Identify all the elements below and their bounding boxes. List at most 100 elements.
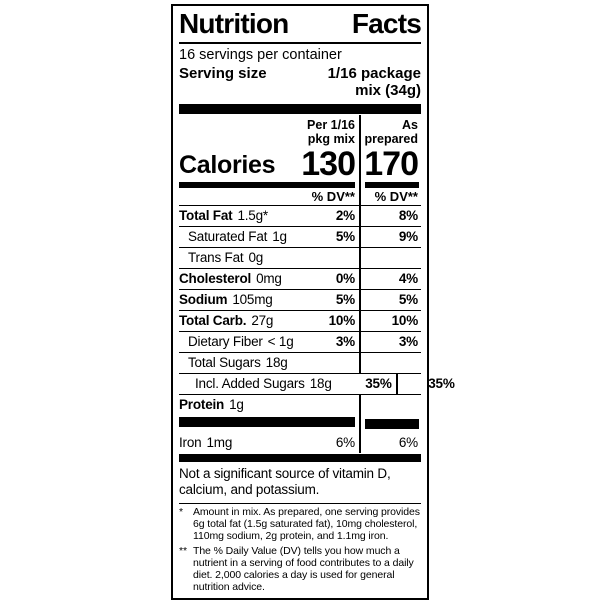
nutrient-amount: 1g xyxy=(229,396,244,412)
row-total-fat: Total Fat 1.5g* 2% 8% xyxy=(179,204,421,226)
bar-segment-left xyxy=(179,416,355,427)
footnote-daily-value: ** The % Daily Value (DV) tells you how … xyxy=(179,543,421,594)
column-as-prepared: As prepared 170 xyxy=(359,115,421,184)
nutrient-name: Dietary Fiber xyxy=(188,333,263,349)
bar-segment-right xyxy=(365,181,419,188)
nutrient-amount: 105mg xyxy=(232,291,273,307)
dv-as-prepared xyxy=(359,352,421,373)
dv-as-prepared xyxy=(359,247,421,268)
bar-segment-right xyxy=(365,418,419,429)
nutrient-amount: 18g xyxy=(309,375,332,391)
servings-per-container: 16 servings per container xyxy=(179,46,342,63)
footnote-marker: ** xyxy=(179,544,187,557)
col2-header-line1: As xyxy=(402,118,418,133)
dv-as-prepared: 6% xyxy=(359,432,421,453)
dv-per-pkg: 2% xyxy=(335,207,355,223)
dv-header-col1: % DV** xyxy=(311,188,355,204)
bar-segment-right-wrap xyxy=(359,414,421,433)
serving-size-value-line2: mix (34g) xyxy=(355,82,421,100)
serving-size-row: Serving size 1/16 package mix (34g) xyxy=(179,64,421,103)
dv-as-prepared: 8% xyxy=(359,205,421,226)
nutrient-amount: < 1g xyxy=(267,333,294,349)
nutrient-amount: 1g xyxy=(272,228,287,244)
title-word-nutrition: Nutrition xyxy=(179,8,289,39)
row-sodium: Sodium 105mg 5% 5% xyxy=(179,288,421,310)
nutrient-amount: 0mg xyxy=(256,270,282,286)
row-iron: Iron 1mg 6% 6% xyxy=(179,432,421,453)
dv-per-pkg: 5% xyxy=(335,228,355,244)
dv-as-prepared: 35% xyxy=(395,373,458,394)
column-as-prepared-header: As prepared xyxy=(361,115,419,147)
dv-as-prepared: 3% xyxy=(359,331,421,352)
footnote-amount-in-mix: * Amount in mix. As prepared, one servin… xyxy=(179,504,421,543)
dv-per-pkg: 35% xyxy=(365,375,392,391)
calories-block: Calories Per 1/16 pkg mix 130 As prepare… xyxy=(179,115,421,184)
nutrient-amount: 27g xyxy=(251,312,274,328)
col2-header-line2: prepared xyxy=(364,132,419,147)
dv-as-prepared: 4% xyxy=(359,268,421,289)
dv-as-prepared xyxy=(359,394,421,415)
dv-per-pkg: 0% xyxy=(335,270,355,286)
nutrient-name: Saturated Fat xyxy=(188,228,268,244)
footnote-text: Amount in mix. As prepared, one serving … xyxy=(193,505,420,543)
row-cholesterol: Cholesterol 0mg 0% 4% xyxy=(179,267,421,289)
row-saturated-fat: Saturated Fat 1g 5% 9% xyxy=(179,225,421,247)
nutrient-name: Total Sugars xyxy=(188,354,261,370)
label-title: Nutrition Facts xyxy=(179,8,422,44)
nutrition-facts-label: Nutrition Facts 16 servings per containe… xyxy=(171,4,455,600)
nutrient-amount: 0g xyxy=(248,249,264,265)
dv-per-pkg: 10% xyxy=(328,312,356,328)
col1-header-line1: Per 1/16 xyxy=(307,118,355,133)
row-dietary-fiber: Dietary Fiber < 1g 3% 3% xyxy=(179,330,421,352)
separator-bar-above-iron xyxy=(179,414,421,433)
dv-header-spacer xyxy=(179,189,295,205)
dv-as-prepared: 9% xyxy=(359,226,421,247)
column-per-pkg: Per 1/16 pkg mix 130 xyxy=(295,115,359,184)
separator-bar-thick-top xyxy=(179,104,421,115)
row-trans-fat: Trans Fat 0g xyxy=(179,246,421,268)
footnote-divider xyxy=(179,502,421,504)
daily-value-header-row: % DV** % DV** xyxy=(179,188,421,205)
dv-per-pkg: 6% xyxy=(335,434,355,450)
dv-per-pkg xyxy=(295,248,359,268)
nutrient-amount: 1mg xyxy=(206,434,233,450)
bar-segment-right-wrap xyxy=(359,180,421,189)
nutrient-name: Sodium xyxy=(179,291,228,307)
nutrient-name: Total Fat xyxy=(179,207,233,223)
not-significant-note: Not a significant source of vitamin D, c… xyxy=(179,465,391,498)
separator-bar-bottom xyxy=(179,453,421,462)
dv-header-col2: % DV** xyxy=(359,188,421,205)
calories-label: Calories xyxy=(179,150,276,179)
dv-as-prepared: 10% xyxy=(359,310,421,331)
nutrient-name: Total Carb. xyxy=(179,312,247,328)
calories-value-as-prepared: 170 xyxy=(364,145,419,184)
dv-per-pkg xyxy=(295,353,359,373)
nutrient-name: Incl. Added Sugars xyxy=(195,375,305,391)
col1-header-line2: pkg mix xyxy=(307,132,355,147)
serving-size-label: Serving size xyxy=(179,64,267,82)
row-total-carb: Total Carb. 27g 10% 10% xyxy=(179,309,421,331)
dv-per-pkg xyxy=(295,395,359,415)
separator-bar-under-calories xyxy=(179,180,421,189)
nutrient-name: Trans Fat xyxy=(188,249,244,265)
dv-as-prepared: 5% xyxy=(359,289,421,310)
title-word-facts: Facts xyxy=(351,8,422,39)
nutrient-name: Protein xyxy=(179,396,225,412)
serving-size-value: 1/16 package mix (34g) xyxy=(267,65,421,100)
nutrient-amount: 18g xyxy=(265,354,288,370)
column-per-pkg-header: Per 1/16 pkg mix xyxy=(295,115,355,146)
footnote-text: The % Daily Value (DV) tells you how muc… xyxy=(193,544,414,594)
bar-segment-left xyxy=(179,181,355,188)
footnote-marker: * xyxy=(179,505,183,518)
row-protein: Protein 1g xyxy=(179,393,421,415)
row-added-sugars: Incl. Added Sugars 18g 35% 35% xyxy=(179,372,455,394)
row-total-sugars: Total Sugars 18g xyxy=(179,351,421,373)
nutrient-name: Iron xyxy=(179,434,202,450)
calories-value-per-pkg: 130 xyxy=(301,145,356,184)
dv-per-pkg: 3% xyxy=(335,333,355,349)
nutrient-name: Cholesterol xyxy=(179,270,252,286)
serving-size-value-line1: 1/16 package xyxy=(327,64,421,82)
dv-per-pkg: 5% xyxy=(335,291,355,307)
nutrient-amount: 1.5g* xyxy=(237,207,268,223)
